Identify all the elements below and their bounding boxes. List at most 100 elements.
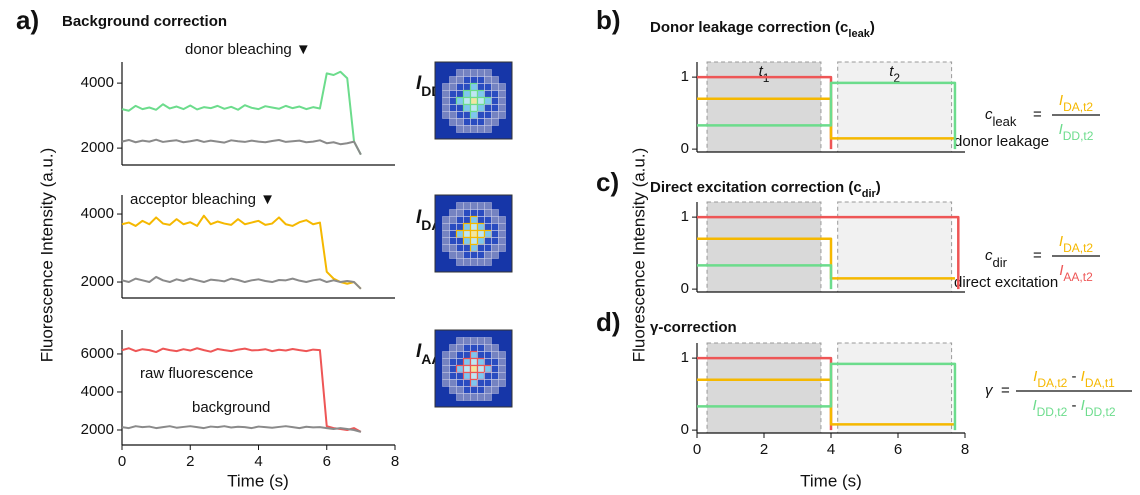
heatmap-cell: [485, 359, 492, 366]
heatmap-cell: [471, 112, 478, 119]
heatmap-cell: [464, 224, 471, 231]
formula-denominator: IDD,t2 - IDD,t2: [1032, 397, 1115, 419]
formula-lhs-sub: dir: [993, 255, 1008, 270]
formula-equals: =: [1033, 106, 1042, 123]
heatmap-cell: [457, 70, 464, 77]
heatmap-cell: [464, 238, 471, 245]
annotation: direct excitation: [954, 274, 1058, 291]
heatmap-cell: [457, 217, 464, 224]
heatmap-cell: [485, 203, 492, 210]
heatmap-cell: [471, 203, 478, 210]
heatmap-cell: [471, 345, 478, 352]
heatmap-cell: [478, 98, 485, 105]
x-tick-label: 0: [693, 441, 701, 458]
y-tick-label: 2000: [81, 273, 114, 290]
heatmap-cell: [492, 119, 499, 126]
annotation: acceptor bleaching ▼: [130, 191, 275, 208]
heatmap-cell: [457, 259, 464, 266]
formula-lhs-main: γ: [985, 382, 994, 399]
heatmap-cell: [485, 380, 492, 387]
heatmap-cell: [450, 387, 457, 394]
x-tick-label: 2: [760, 441, 768, 458]
formula-numerator: IDA,t2: [1059, 92, 1094, 114]
heatmap-cell: [457, 203, 464, 210]
heatmap-cell: [492, 238, 499, 245]
heatmap-cell: [464, 203, 471, 210]
heatmap-cell: [457, 112, 464, 119]
heatmap-cell: [457, 105, 464, 112]
y-tick-label: 0: [681, 280, 689, 297]
heatmap-cell: [464, 245, 471, 252]
heatmap-cell: [499, 380, 506, 387]
heatmap-cell: [485, 91, 492, 98]
heatmap-cell: [478, 203, 485, 210]
y-tick-label: 2000: [81, 421, 114, 438]
heatmap-cell: [485, 70, 492, 77]
panel-title: Direct excitation correction (cdir): [650, 179, 881, 200]
x-tick-label: 0: [118, 453, 126, 470]
heatmap-cell: [471, 238, 478, 245]
heatmap-cell: [443, 352, 450, 359]
heatmap-cell: [457, 373, 464, 380]
heatmap-cell: [471, 105, 478, 112]
heatmap-cell: [464, 366, 471, 373]
heatmap-cell: [478, 91, 485, 98]
heatmap-cell: [457, 338, 464, 345]
heatmap-cell: [499, 359, 506, 366]
heatmap-cell: [471, 394, 478, 401]
heatmap-cell: [443, 98, 450, 105]
heatmap-cell: [492, 98, 499, 105]
annotation: raw fluorescence: [140, 365, 253, 382]
heatmap-cell: [485, 84, 492, 91]
heatmap-cell: [457, 345, 464, 352]
x-tick-label: 6: [323, 453, 331, 470]
heatmap-cell: [478, 231, 485, 238]
y-tick-label: 4000: [81, 74, 114, 91]
heatmap-cell: [485, 345, 492, 352]
heatmap-cell: [499, 224, 506, 231]
heatmap-cell: [492, 380, 499, 387]
heatmap-cell: [464, 352, 471, 359]
heatmap-inset: [435, 62, 512, 139]
heatmap-cell: [471, 126, 478, 133]
heatmap-cell: [478, 252, 485, 259]
heatmap-cell: [450, 359, 457, 366]
heatmap-cell: [464, 380, 471, 387]
heatmap-cell: [499, 98, 506, 105]
formula-term-sub: DD,t2: [1063, 129, 1094, 143]
heatmap-cell: [450, 91, 457, 98]
formula-term-sub: DD,t2: [1037, 405, 1068, 419]
heatmap-cell: [471, 91, 478, 98]
heatmap-cell: [485, 366, 492, 373]
heatmap-cell: [485, 119, 492, 126]
heatmap-cell: [457, 387, 464, 394]
y-axis-label: Fluorescence Intensity (a.u.): [37, 148, 56, 362]
heatmap-cell: [499, 352, 506, 359]
heatmap-cell: [443, 231, 450, 238]
heatmap-cell: [450, 252, 457, 259]
heatmap-cell: [492, 366, 499, 373]
heatmap-cell: [471, 84, 478, 91]
heatmap-cell: [478, 245, 485, 252]
annotation: background: [192, 399, 270, 416]
heatmap-cell: [457, 359, 464, 366]
panel-label: c): [596, 167, 619, 197]
data-line: [122, 140, 361, 155]
heatmap-cell: [478, 105, 485, 112]
heatmap-cell: [485, 210, 492, 217]
heatmap-cell: [478, 366, 485, 373]
heatmap-cell: [492, 352, 499, 359]
heatmap-cell: [478, 352, 485, 359]
y-tick-label: 2000: [81, 139, 114, 156]
heatmap-cell: [457, 224, 464, 231]
title-sub: dir: [862, 188, 877, 200]
heatmap-cell: [499, 105, 506, 112]
heatmap-cell: [485, 126, 492, 133]
heatmap-cell: [443, 245, 450, 252]
heatmap-cell: [471, 252, 478, 259]
heatmap-cell: [492, 84, 499, 91]
heatmap-cell: [450, 210, 457, 217]
y-tick-label: 4000: [81, 383, 114, 400]
y-tick-label: 6000: [81, 345, 114, 362]
heatmap-cell: [492, 77, 499, 84]
